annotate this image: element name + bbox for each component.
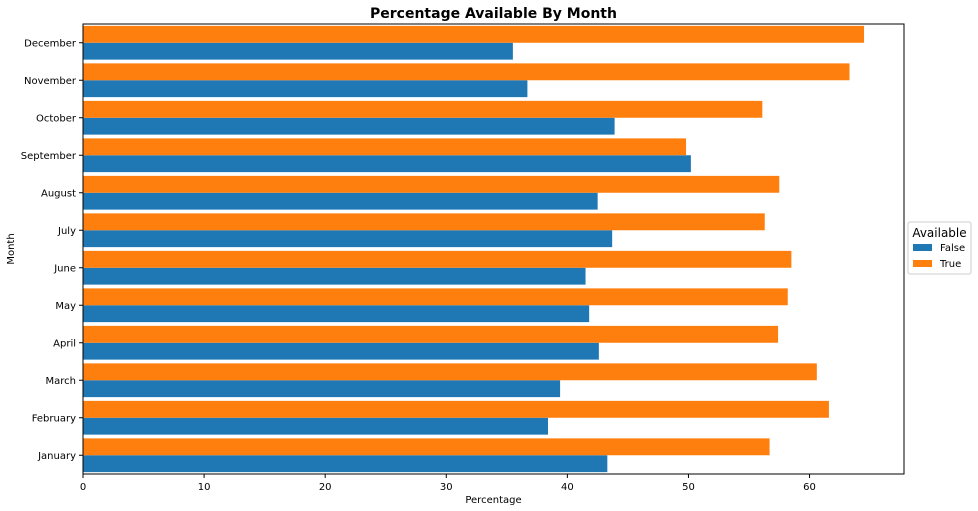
y-tick-label: October: [36, 113, 77, 124]
bar-false-may: [83, 305, 590, 323]
y-tick-label: February: [32, 413, 76, 424]
bar-false-april: [83, 342, 599, 360]
bar-true-august: [83, 175, 780, 193]
bar-false-september: [83, 155, 691, 173]
bar-false-june: [83, 267, 586, 285]
y-tick-label: May: [55, 301, 76, 312]
axes-layer: 0 10 20 30 40 50 60 January February March April Ma…: [21, 23, 905, 493]
y-tick-label: September: [21, 151, 77, 162]
bars-layer: [83, 25, 865, 473]
legend-label-true: True: [939, 259, 961, 270]
bar-true-june: [83, 250, 792, 268]
bar-true-february: [83, 400, 829, 418]
x-tick-label: 30: [440, 482, 453, 493]
y-tick-label: July: [57, 226, 76, 237]
legend-swatch-true: [913, 260, 932, 267]
x-tick-label: 50: [682, 482, 695, 493]
x-tick-label: 20: [319, 482, 332, 493]
bar-false-january: [83, 455, 608, 473]
bar-true-january: [83, 438, 770, 456]
x-axis-label: Percentage: [465, 495, 521, 506]
bar-false-august: [83, 192, 598, 210]
x-tick-label: 60: [803, 482, 816, 493]
bar-true-july: [83, 213, 765, 231]
y-tick-label: June: [53, 263, 76, 274]
y-tick-label: April: [53, 338, 76, 349]
bar-false-july: [83, 230, 613, 248]
bar-true-may: [83, 288, 788, 306]
bar-true-september: [83, 138, 687, 156]
bar-true-november: [83, 63, 850, 81]
legend: Available False True: [907, 221, 972, 275]
x-tick-label: 10: [198, 482, 211, 493]
plot-frame: [82, 23, 905, 475]
bar-false-december: [83, 42, 513, 60]
y-tick-label: November: [24, 76, 77, 87]
y-tick-label: August: [41, 188, 76, 199]
bar-false-february: [83, 417, 548, 435]
y-tick-label: March: [46, 376, 76, 387]
y-tick-label: December: [24, 38, 77, 49]
bar-true-april: [83, 325, 779, 343]
bar-false-october: [83, 117, 615, 135]
x-tick-label: 0: [80, 482, 86, 493]
legend-swatch-false: [913, 244, 932, 251]
chart-title: Percentage Available By Month: [370, 6, 617, 22]
legend-items: False True: [913, 243, 965, 270]
y-tick-label: January: [37, 451, 76, 462]
y-axis-label: Month: [6, 233, 17, 264]
bar-true-march: [83, 363, 817, 381]
bar-true-december: [83, 25, 865, 43]
legend-title: Available: [912, 226, 966, 240]
bar-true-october: [83, 100, 763, 118]
bar-false-march: [83, 380, 561, 398]
legend-label-false: False: [940, 243, 965, 254]
bar-false-november: [83, 80, 528, 98]
x-tick-label: 40: [561, 482, 574, 493]
